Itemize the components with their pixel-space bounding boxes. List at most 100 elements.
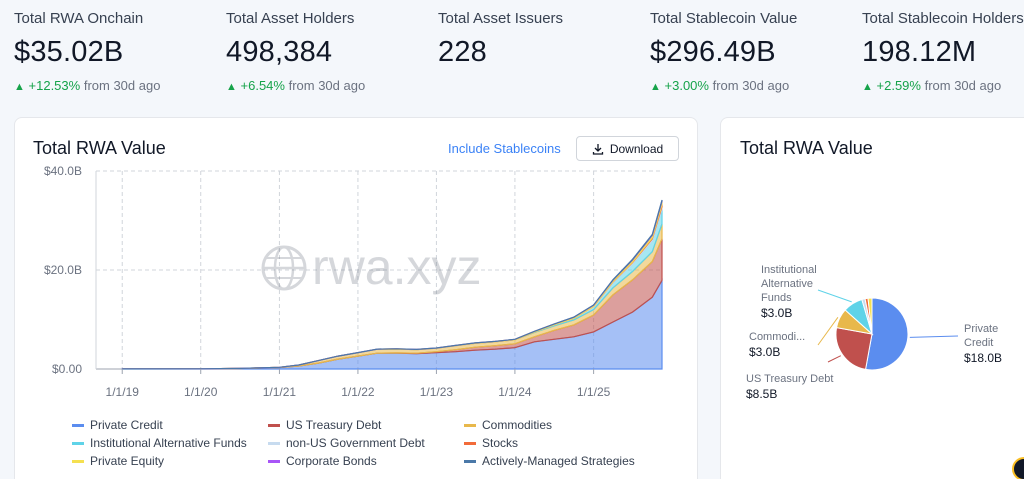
x-tick-label: 1/1/19	[106, 385, 140, 399]
download-label: Download	[609, 141, 664, 156]
y-tick-label: $20.0B	[44, 263, 82, 277]
stat-asset-issuers: Total Asset Issuers 228	[438, 10, 563, 69]
pie-leader-us-treasury-debt	[827, 355, 842, 363]
x-tick-label: 1/1/20	[184, 385, 218, 399]
stat-value: 198.12M	[862, 36, 977, 68]
legend-swatch	[72, 459, 84, 463]
chart-axes: $0.00 $20.0B $40.0B 1/1/19 1/1/20 1/1/21 1/1/2…	[44, 164, 611, 399]
download-icon	[592, 143, 603, 155]
stat-change: ▲ +3.00% from 30d ago	[650, 78, 797, 93]
pie-leader-private-credit	[909, 335, 959, 338]
pie-slice-private-equity[interactable]	[867, 297, 873, 335]
arrow-up-icon: ▲	[650, 81, 661, 93]
stats-bar: Total RWA Onchain $35.02B ▲ +12.53% from…	[0, 0, 1024, 110]
avatar[interactable]	[1012, 457, 1024, 479]
legend-swatch	[72, 423, 84, 427]
watermark-text: rwa.xyz	[312, 239, 481, 295]
stat-label: Total Asset Holders	[226, 10, 355, 27]
stat-value: 498,384	[226, 36, 333, 68]
stat-change: ▲ +6.54% from 30d ago	[226, 78, 365, 93]
stat-label: Total Stablecoin Holders	[862, 10, 1024, 27]
legend-label: Stocks	[482, 436, 519, 450]
pie-label-commodities: Commodi...	[749, 331, 805, 343]
pie-leader-institutional-alternative-funds	[817, 289, 852, 303]
y-tick-label: $0.00	[52, 362, 82, 376]
pie-label-institutional-alternative-funds: Alternative	[761, 278, 813, 290]
download-button[interactable]: Download	[576, 136, 679, 161]
chart-title: Total RWA Value	[33, 138, 166, 158]
arrow-up-icon: ▲	[14, 81, 25, 93]
legend-item[interactable]: US Treasury Debt	[268, 418, 381, 432]
x-tick-label: 1/1/22	[341, 385, 375, 399]
pie-slice-private-credit[interactable]	[864, 297, 909, 371]
y-tick-label: $40.0B	[44, 164, 82, 178]
legend-swatch	[72, 441, 84, 445]
legend-label: Commodities	[482, 418, 553, 432]
pie-label-private-credit: Private	[964, 323, 998, 335]
stat-value: 228	[438, 36, 487, 68]
area-actively-managed-strategies[interactable]	[122, 199, 663, 370]
pie-leader-commodities	[817, 317, 839, 346]
include-stablecoins-toggle[interactable]: Include Stablecoins	[448, 141, 561, 156]
legend-swatch	[464, 459, 476, 463]
pie-label-private-credit: Credit	[964, 337, 993, 349]
stat-change-suffix: from 30d ago	[924, 78, 1002, 93]
pie-value-us-treasury-debt: $8.5B	[746, 387, 777, 401]
legend-label: US Treasury Debt	[286, 418, 382, 432]
stat-change-pct: +12.53%	[28, 78, 81, 93]
stat-change: ▲ +2.59% from 30d ago	[862, 78, 1024, 93]
x-tick-label: 1/1/21	[263, 385, 297, 399]
pie-slice-us-treasury-debt[interactable]	[835, 327, 873, 371]
stat-change-suffix: from 30d ago	[712, 78, 790, 93]
legend-label: Corporate Bonds	[286, 454, 377, 468]
pie-value-institutional-alternative-funds: $3.0B	[761, 306, 792, 320]
chart-grid	[95, 170, 662, 370]
stat-change-pct: +3.00%	[664, 78, 709, 93]
legend-item[interactable]: Institutional Alternative Funds	[72, 436, 247, 450]
stat-change-suffix: from 30d ago	[83, 78, 161, 93]
x-tick-label: 1/1/23	[420, 385, 454, 399]
legend-swatch	[268, 423, 280, 427]
legend-item[interactable]: Private Credit	[72, 418, 163, 432]
pie-title: Total RWA Value	[740, 138, 873, 158]
legend-label: Private Equity	[90, 454, 165, 468]
pie-label-institutional-alternative-funds: Funds	[761, 292, 792, 304]
legend-swatch	[268, 459, 280, 463]
pie-chart: Private Credit $18.0B US Treasury Debt $8.5B…	[746, 264, 1002, 401]
watermark: rwa.xyz	[261, 239, 481, 295]
pie-value-private-credit: $18.0B	[964, 351, 1002, 365]
legend-label: Actively-Managed Strategies	[482, 454, 635, 468]
stat-change-pct: +2.59%	[876, 78, 921, 93]
legend-item[interactable]: Private Equity	[72, 454, 164, 468]
legend-label: Private Credit	[90, 418, 163, 432]
stat-value: $296.49B	[650, 36, 776, 68]
pie-label-institutional-alternative-funds: Institutional	[761, 264, 817, 276]
legend-item[interactable]: Corporate Bonds	[268, 454, 377, 468]
legend-swatch	[268, 441, 280, 445]
stat-label: Total RWA Onchain	[14, 10, 144, 27]
stat-change: ▲ +12.53% from 30d ago	[14, 78, 160, 93]
stat-label: Total Stablecoin Value	[650, 10, 798, 27]
legend-item[interactable]: non-US Government Debt	[268, 436, 425, 450]
legend-label: Institutional Alternative Funds	[90, 436, 247, 450]
legend-swatch	[464, 441, 476, 445]
pie-value-commodities: $3.0B	[749, 345, 780, 359]
stat-total-rwa: Total RWA Onchain $35.02B ▲ +12.53% from…	[14, 10, 160, 93]
legend-item[interactable]: Commodities	[464, 418, 552, 432]
stat-value: $35.02B	[14, 36, 124, 68]
stat-stablecoin-holders: Total Stablecoin Holders 198.12M ▲ +2.59…	[862, 10, 1024, 93]
stat-label: Total Asset Issuers	[438, 10, 564, 27]
legend-item[interactable]: Actively-Managed Strategies	[464, 454, 635, 468]
legend-label: non-US Government Debt	[286, 436, 425, 450]
globe-icon	[261, 245, 307, 291]
stat-asset-holders: Total Asset Holders 498,384 ▲ +6.54% fro…	[226, 10, 365, 93]
x-tick-label: 1/1/24	[498, 385, 532, 399]
pie-label-us-treasury-debt: US Treasury Debt	[746, 373, 833, 385]
legend-item[interactable]: Stocks	[464, 436, 518, 450]
arrow-up-icon: ▲	[226, 81, 237, 93]
stat-change-suffix: from 30d ago	[288, 78, 366, 93]
legend-swatch	[464, 423, 476, 427]
x-tick-label: 1/1/25	[577, 385, 611, 399]
stat-change-pct: +6.54%	[240, 78, 285, 93]
rwa-value-card	[14, 117, 698, 479]
